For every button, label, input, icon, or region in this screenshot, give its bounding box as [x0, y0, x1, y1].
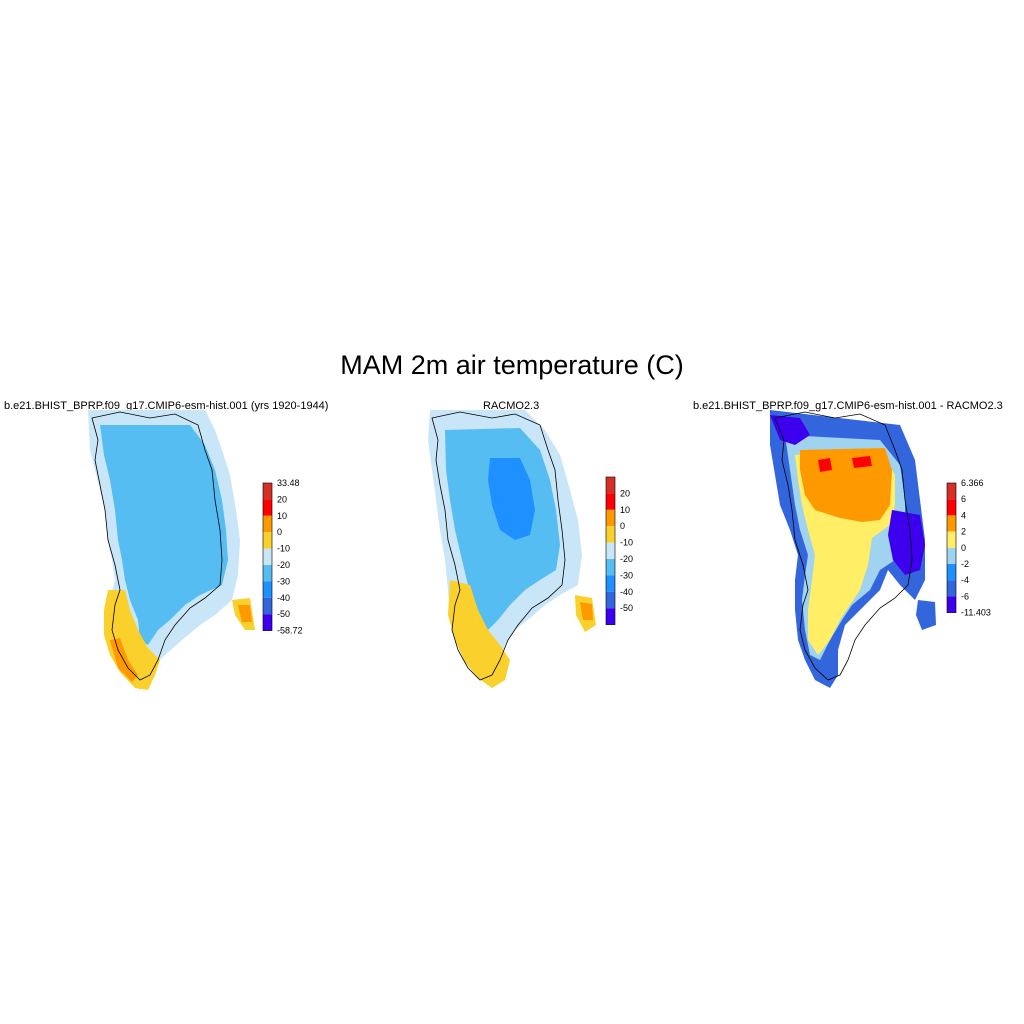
colorbar-swatch [606, 608, 615, 625]
colorbar-swatch [263, 548, 272, 565]
colorbar-tick-label: -11.403 [961, 608, 991, 618]
map-model [88, 410, 255, 690]
colorbar-tick-label: 4 [961, 510, 966, 520]
colorbar-swatch [947, 547, 956, 564]
colorbar-model: 33.48 20 10 0 -10 -20 -30 -40 -50 -58.72 [262, 478, 303, 636]
colorbar-frame [262, 482, 273, 631]
colorbar-swatch [947, 499, 956, 516]
panel-title-model: b.e21.BHIST_BPRP.f09_g17.CMIP6-esm-hist.… [4, 400, 329, 412]
colorbar-tick-label: -2 [961, 559, 969, 569]
map-obs-fill-core [488, 458, 535, 540]
colorbar-tick-label: 10 [620, 505, 630, 515]
colorbar-tick-label: 20 [277, 494, 287, 504]
colorbar-swatch [263, 483, 272, 500]
colorbar-tick-label: 20 [620, 488, 630, 498]
colorbar-swatch [606, 559, 615, 576]
colorbar-tick-label: -40 [277, 593, 290, 603]
colorbar-tick-label: 33.48 [277, 478, 300, 488]
colorbar-tick-label: -20 [277, 560, 290, 570]
map-diff-fill-strongneg-ne [888, 510, 925, 575]
colorbar-tick-label: -30 [277, 576, 290, 586]
colorbar-tick-label: -20 [620, 554, 633, 564]
colorbar-tick-label: -10 [277, 544, 290, 554]
colorbar-swatch [606, 526, 615, 543]
map-diff-fill-strongneg-nw [770, 415, 810, 445]
colorbar-swatch [606, 575, 615, 592]
map-model-coastline [91, 411, 223, 681]
map-diff-fill-island [916, 600, 936, 630]
colorbar-swatch [947, 564, 956, 581]
colorbar-tick-label: 0 [961, 543, 966, 553]
map-diff [770, 410, 936, 688]
colorbar-swatch [606, 542, 615, 559]
colorbar-tick-label: -40 [620, 587, 633, 597]
colorbar-tick-label: -50 [620, 603, 633, 613]
colorbar-obs: 20 10 0 -10 -20 -30 -40 -50 [605, 476, 633, 625]
colorbar-tick-label: 0 [277, 527, 282, 537]
colorbar-tick-label: 10 [277, 511, 287, 521]
colorbar-tick-label: -6 [961, 591, 969, 601]
map-model-fill-interior [100, 425, 228, 645]
colorbar-tick-label: -30 [620, 570, 633, 580]
panel-title-obs: RACMO2.3 [483, 400, 540, 412]
colorbar-tick-label: 2 [961, 527, 966, 537]
colorbar-swatch [606, 493, 615, 510]
map-obs-fill-hot-ne [580, 602, 593, 620]
colorbar-swatch [263, 565, 272, 582]
colorbar-swatch [947, 580, 956, 597]
colorbar-swatch [263, 515, 272, 533]
colorbar-tick-label: 0 [620, 521, 625, 531]
colorbar-swatch [606, 477, 615, 494]
map-obs-fill-warm [448, 580, 510, 688]
colorbar-tick-label: -58.72 [277, 626, 303, 636]
colorbar-swatch [947, 596, 956, 613]
figure-title: MAM 2m air temperature (C) [340, 350, 684, 380]
colorbar-swatch [947, 483, 956, 500]
colorbar-swatch [947, 531, 956, 548]
panel-title-diff: b.e21.BHIST_BPRP.f09_g17.CMIP6-esm-hist.… [693, 400, 1003, 412]
colorbar-tick-label: -10 [620, 538, 633, 548]
colorbar-swatch [263, 499, 272, 516]
colorbar-swatch [263, 614, 272, 631]
map-diff-fill-hot-1 [818, 458, 832, 472]
colorbar-tick-label: 6 [961, 494, 966, 504]
map-diff-coastline [774, 411, 913, 681]
colorbar-frame [605, 476, 616, 625]
colorbar-swatch [606, 591, 615, 609]
map-obs-coastline [431, 411, 566, 681]
colorbar-swatch [263, 597, 272, 615]
colorbar-diff: 6.366 6 4 2 0 -2 -4 -6 -11.403 [946, 478, 991, 618]
colorbar-tick-label: -4 [961, 575, 969, 585]
colorbar-tick-label: 6.366 [961, 478, 984, 488]
colorbar-swatch [947, 515, 956, 532]
map-obs [428, 410, 596, 688]
colorbar-frame [946, 482, 957, 613]
colorbar-swatch [606, 509, 615, 527]
colorbar-tick-label: -50 [277, 609, 290, 619]
colorbar-swatch [263, 581, 272, 598]
map-model-fill-hot-ne [238, 605, 252, 622]
colorbar-swatch [263, 532, 272, 549]
map-diff-fill-hot-2 [852, 456, 872, 468]
